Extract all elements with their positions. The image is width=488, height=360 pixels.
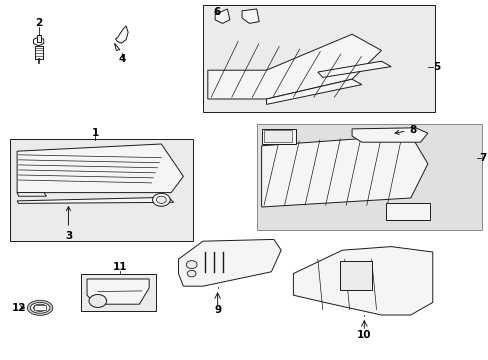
Text: 7: 7: [478, 153, 486, 163]
Ellipse shape: [27, 300, 53, 315]
Polygon shape: [17, 144, 183, 193]
Polygon shape: [34, 37, 43, 46]
Polygon shape: [115, 26, 128, 43]
Polygon shape: [35, 46, 42, 59]
Polygon shape: [242, 9, 259, 23]
Ellipse shape: [30, 302, 50, 313]
Text: 10: 10: [356, 330, 371, 340]
Polygon shape: [17, 193, 46, 196]
Ellipse shape: [36, 306, 44, 310]
Polygon shape: [87, 279, 149, 304]
Polygon shape: [266, 79, 361, 104]
Bar: [10, 139, 193, 241]
Polygon shape: [215, 9, 229, 23]
Text: 9: 9: [214, 305, 221, 315]
Bar: [386, 203, 429, 220]
Polygon shape: [351, 128, 427, 142]
Circle shape: [186, 261, 197, 269]
Polygon shape: [261, 135, 427, 207]
Bar: [261, 129, 295, 144]
Bar: [81, 274, 156, 311]
Text: 5: 5: [432, 62, 439, 72]
Polygon shape: [293, 247, 432, 315]
Ellipse shape: [33, 304, 47, 311]
Circle shape: [156, 196, 166, 203]
Text: 11: 11: [112, 262, 127, 272]
Circle shape: [152, 193, 170, 206]
Circle shape: [187, 270, 196, 277]
Bar: [203, 5, 434, 112]
Text: 12: 12: [11, 303, 26, 313]
Text: 2: 2: [35, 18, 42, 28]
Polygon shape: [207, 34, 381, 99]
Polygon shape: [114, 43, 120, 50]
Bar: [256, 124, 481, 230]
Polygon shape: [178, 239, 281, 286]
Polygon shape: [17, 197, 173, 203]
Text: 3: 3: [65, 207, 72, 241]
Bar: [339, 261, 371, 290]
Polygon shape: [317, 61, 390, 77]
Circle shape: [89, 294, 106, 307]
Text: 6: 6: [213, 6, 220, 17]
Bar: [264, 130, 292, 142]
Bar: [37, 35, 41, 42]
Bar: [34, 305, 46, 310]
Text: 8: 8: [394, 125, 416, 135]
Text: 1: 1: [92, 128, 99, 138]
Text: 4: 4: [118, 54, 125, 64]
